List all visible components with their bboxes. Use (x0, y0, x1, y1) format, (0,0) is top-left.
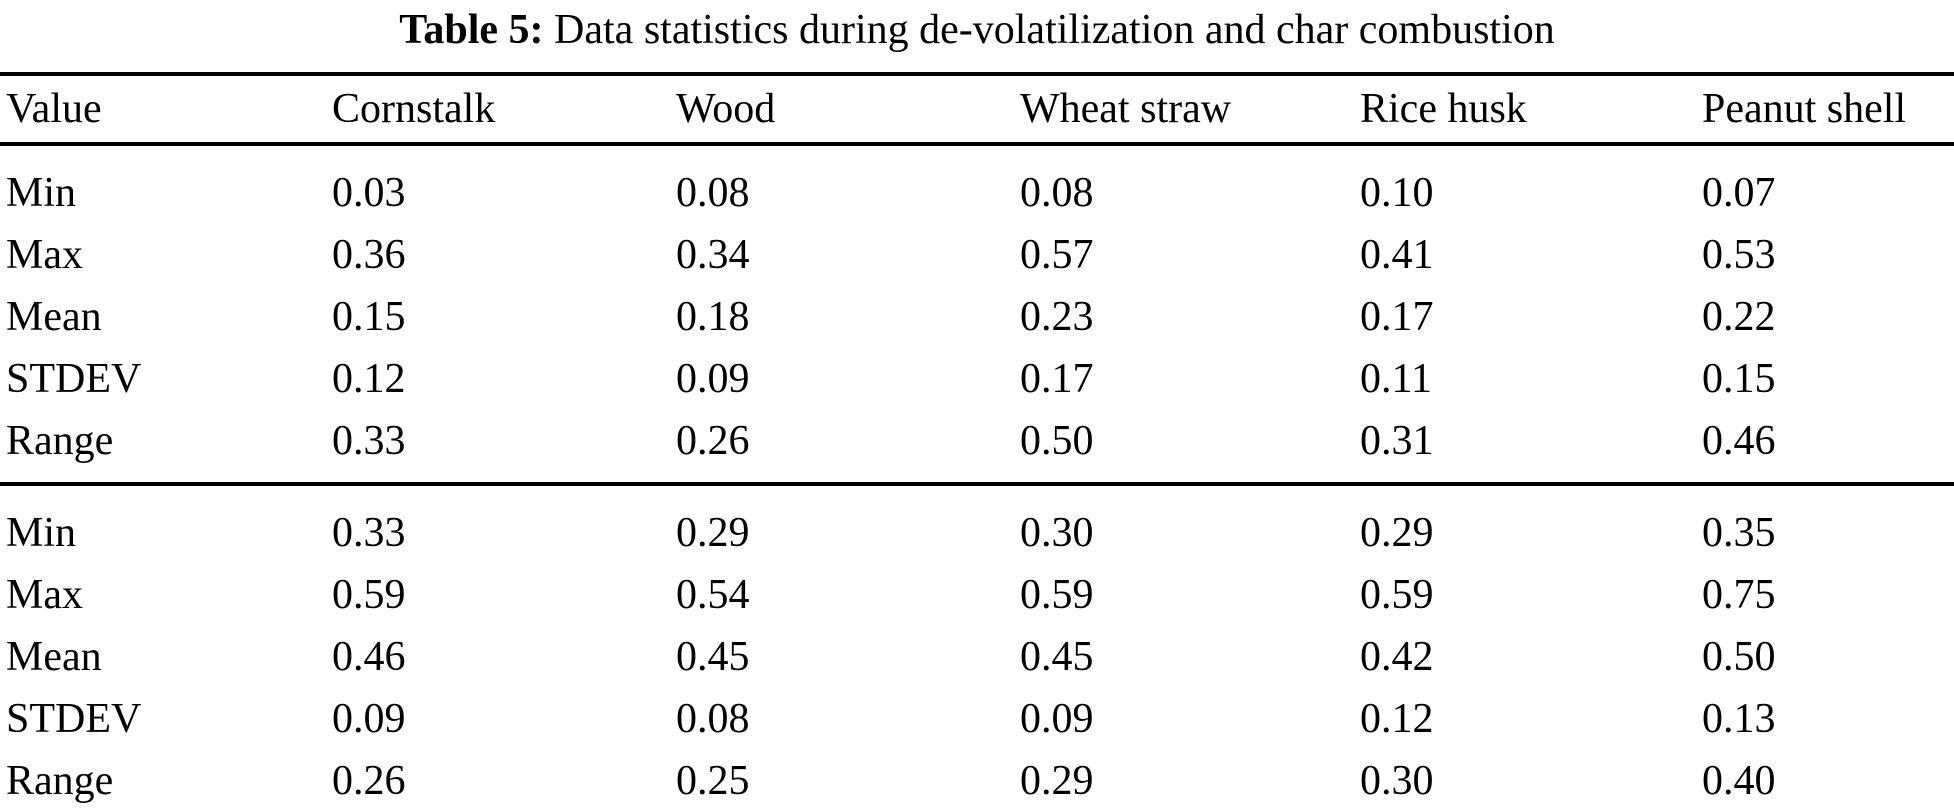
cell-value: 0.08 (1020, 170, 1094, 216)
cell-value: 0.41 (1360, 232, 1434, 278)
cell-value: 0.59 (1020, 572, 1094, 618)
table-row: Max 0.59 0.54 0.59 0.59 0.75 (0, 564, 1954, 626)
table-row: STDEV 0.09 0.08 0.09 0.12 0.13 (0, 688, 1954, 750)
cell-value: 0.53 (1702, 232, 1776, 278)
column-header-rice-husk: Rice husk (1360, 86, 1527, 132)
cell-value: 0.33 (332, 418, 406, 464)
table-header-row: Value Cornstalk Wood Wheat straw Rice husk Pe… (0, 74, 1954, 144)
cell-value: 0.17 (1360, 294, 1434, 340)
cell-value: 0.08 (676, 170, 750, 216)
column-header-wheat-straw: Wheat straw (1020, 86, 1232, 132)
table-row: Range 0.33 0.26 0.50 0.31 0.46 (0, 410, 1954, 484)
table-row: Min 0.03 0.08 0.08 0.10 0.07 (0, 144, 1954, 224)
column-header-wood: Wood (676, 86, 776, 132)
cell-value: 0.36 (332, 232, 406, 278)
row-label: Max (6, 232, 83, 278)
cell-value: 0.45 (676, 634, 750, 680)
cell-value: 0.13 (1702, 696, 1776, 742)
cell-value: 0.22 (1702, 294, 1776, 340)
table-row: Mean 0.46 0.45 0.45 0.42 0.50 (0, 626, 1954, 688)
cell-value: 0.57 (1020, 232, 1094, 278)
cell-value: 0.29 (676, 510, 750, 556)
cell-value: 0.26 (332, 758, 406, 804)
table-row: STDEV 0.12 0.09 0.17 0.11 0.15 (0, 348, 1954, 410)
row-label: Min (6, 510, 77, 556)
cell-value: 0.75 (1702, 572, 1776, 618)
cell-value: 0.54 (676, 572, 750, 618)
cell-value: 0.08 (676, 696, 750, 742)
cell-value: 0.26 (676, 418, 750, 464)
cell-value: 0.45 (1020, 634, 1094, 680)
cell-value: 0.09 (1020, 696, 1094, 742)
cell-value: 0.59 (332, 572, 406, 618)
row-label: Min (6, 170, 77, 216)
cell-value: 0.34 (676, 232, 750, 278)
cell-value: 0.29 (1020, 758, 1094, 804)
cell-value: 0.42 (1360, 634, 1434, 680)
cell-value: 0.15 (1702, 356, 1776, 402)
row-label: STDEV (6, 356, 142, 402)
cell-value: 0.46 (1702, 418, 1776, 464)
cell-value: 0.25 (676, 758, 750, 804)
cell-value: 0.09 (676, 356, 750, 402)
cell-value: 0.29 (1360, 510, 1434, 556)
cell-value: 0.33 (332, 510, 406, 556)
cell-value: 0.09 (332, 696, 406, 742)
row-label: Range (6, 758, 114, 804)
cell-value: 0.03 (332, 170, 406, 216)
cell-value: 0.15 (332, 294, 406, 340)
cell-value: 0.35 (1702, 510, 1776, 556)
cell-value: 0.50 (1020, 418, 1094, 464)
cell-value: 0.18 (676, 294, 750, 340)
section-devolatilization: Min 0.03 0.08 0.08 0.10 0.07 Max 0.36 0.34 0.57 0.… (0, 144, 1954, 484)
cell-value: 0.11 (1360, 356, 1432, 402)
cell-value: 0.30 (1360, 758, 1434, 804)
cell-value: 0.59 (1360, 572, 1434, 618)
row-label: Mean (6, 634, 102, 680)
column-header-value: Value (6, 86, 102, 132)
table-row: Max 0.36 0.34 0.57 0.41 0.53 (0, 224, 1954, 286)
cell-value: 0.46 (332, 634, 406, 680)
cell-value: 0.31 (1360, 418, 1434, 464)
cell-value: 0.40 (1702, 758, 1776, 804)
table-caption-text: Data statistics during de-volatilization… (554, 7, 1555, 53)
table-row: Mean 0.15 0.18 0.23 0.17 0.22 (0, 286, 1954, 348)
table-head: Value Cornstalk Wood Wheat straw Rice husk Pe… (0, 74, 1954, 144)
table-caption: Table 5: Data statistics during de-volat… (0, 0, 1954, 72)
row-label: STDEV (6, 696, 142, 742)
row-label: Max (6, 572, 83, 618)
row-label: Mean (6, 294, 102, 340)
row-label: Range (6, 418, 114, 464)
table-caption-label: Table 5: (399, 7, 544, 53)
cell-value: 0.12 (332, 356, 406, 402)
column-header-cornstalk: Cornstalk (332, 86, 496, 132)
cell-value: 0.50 (1702, 634, 1776, 680)
cell-value: 0.17 (1020, 356, 1094, 402)
cell-value: 0.07 (1702, 170, 1776, 216)
cell-value: 0.23 (1020, 294, 1094, 340)
table-row: Range 0.26 0.25 0.29 0.30 0.40 (0, 750, 1954, 812)
cell-value: 0.12 (1360, 696, 1434, 742)
table-row: Min 0.33 0.29 0.30 0.29 0.35 (0, 484, 1954, 564)
cell-value: 0.30 (1020, 510, 1094, 556)
section-char-combustion: Min 0.33 0.29 0.30 0.29 0.35 Max 0.59 0.54 0.59 0.… (0, 484, 1954, 812)
data-statistics-table: Value Cornstalk Wood Wheat straw Rice husk Pe… (0, 72, 1954, 812)
column-header-peanut-shell: Peanut shell (1702, 86, 1907, 132)
cell-value: 0.10 (1360, 170, 1434, 216)
